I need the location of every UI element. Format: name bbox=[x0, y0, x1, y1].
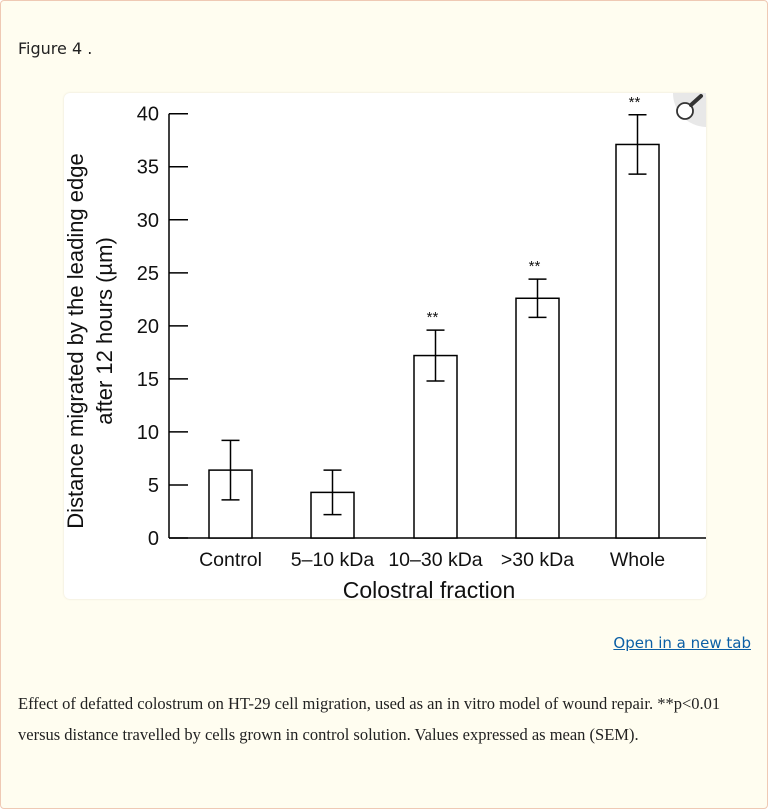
figure-title: Figure 4 . bbox=[18, 39, 93, 58]
y-tick-label: 30 bbox=[137, 210, 159, 232]
y-axis-title-line2: after 12 hours (µm) bbox=[92, 237, 117, 425]
y-tick-label: 15 bbox=[137, 369, 159, 391]
figure-caption: Effect of defatted colostrum on HT-29 ce… bbox=[18, 694, 721, 744]
x-tick-label: 5–10 kDa bbox=[291, 549, 375, 571]
bar bbox=[615, 143, 660, 539]
y-axis-title-line1: Distance migrated by the leading edge bbox=[64, 153, 88, 528]
significance-marker: ** bbox=[629, 94, 641, 111]
x-tick-label: Control bbox=[199, 549, 262, 571]
x-tick-label: >30 kDa bbox=[501, 549, 574, 571]
y-tick-label: 35 bbox=[137, 157, 159, 179]
bar bbox=[208, 469, 253, 539]
significance-marker: ** bbox=[427, 309, 439, 326]
bar-chart[interactable]: 0 5 10 15 20 25 30 35 40 Control 5–10 kDa ** 10–30 k… bbox=[64, 93, 706, 599]
figure-image-frame[interactable] bbox=[64, 93, 706, 599]
y-tick-label: 25 bbox=[137, 263, 159, 285]
x-axis-title: Colostral fraction bbox=[343, 577, 516, 599]
significance-marker: ** bbox=[529, 258, 541, 275]
magnifier-icon[interactable] bbox=[673, 93, 706, 127]
x-tick-label: 10–30 kDa bbox=[388, 549, 482, 571]
bar bbox=[413, 354, 458, 539]
x-tick-label: Whole bbox=[610, 549, 665, 571]
y-tick-label: 10 bbox=[137, 422, 159, 444]
y-tick-label: 40 bbox=[137, 104, 159, 126]
bar bbox=[515, 297, 560, 539]
y-tick-label: 20 bbox=[137, 316, 159, 338]
y-tick-label: 5 bbox=[148, 475, 159, 497]
y-tick-label: 0 bbox=[148, 528, 159, 550]
open-in-new-tab-link[interactable]: Open in a new tab bbox=[613, 634, 751, 652]
